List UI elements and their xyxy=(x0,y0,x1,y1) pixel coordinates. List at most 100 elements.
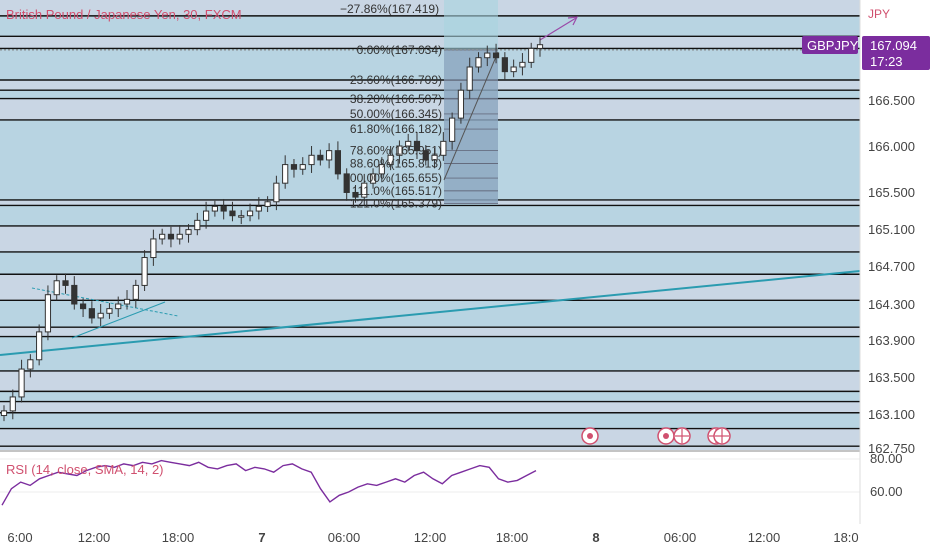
candle-body[interactable] xyxy=(79,303,87,310)
rsi-line[interactable] xyxy=(1,459,537,506)
level-band xyxy=(0,336,860,371)
candle-body[interactable] xyxy=(132,284,139,300)
price-tick-label: 166.000 xyxy=(868,139,915,154)
candle-body[interactable] xyxy=(326,150,333,161)
level-band xyxy=(0,15,860,37)
candle-body[interactable] xyxy=(123,298,131,305)
candle-body[interactable] xyxy=(246,210,254,217)
candle-body[interactable] xyxy=(273,182,280,203)
candle-body[interactable] xyxy=(466,66,473,91)
level-band xyxy=(0,251,860,275)
fib-top-label: −27.86%(167.419) xyxy=(340,2,439,16)
candle-body[interactable] xyxy=(264,201,271,207)
candle-body[interactable] xyxy=(290,164,298,170)
candle-body[interactable] xyxy=(387,154,394,166)
last-price-badge[interactable] xyxy=(862,36,930,70)
candle-body[interactable] xyxy=(528,47,535,63)
price-tick-label: 162.750 xyxy=(868,441,915,456)
candle-body[interactable] xyxy=(141,257,148,286)
candle-body[interactable] xyxy=(510,66,517,73)
candle-body[interactable] xyxy=(27,359,34,370)
candle-body[interactable] xyxy=(9,396,16,412)
candle-body[interactable] xyxy=(202,210,210,221)
candle-body[interactable] xyxy=(62,280,69,286)
time-axis-pane[interactable] xyxy=(0,524,932,550)
fib-label: 111.0%(165.517) xyxy=(352,184,442,198)
symbol-badge[interactable] xyxy=(802,36,858,54)
candle-body[interactable] xyxy=(457,89,465,119)
projection-arrow[interactable] xyxy=(539,17,577,41)
time-axis: 6:00 12:00 18:00 7 06:00 12:00 18:00 8 06:00 12:0… xyxy=(7,530,858,545)
event-markers xyxy=(581,427,731,445)
candle-body[interactable] xyxy=(159,233,166,240)
candle-body[interactable] xyxy=(475,57,482,68)
candle-body[interactable] xyxy=(97,312,104,319)
rsi-tick-label: 80.00 xyxy=(870,451,903,466)
candle-body[interactable] xyxy=(211,205,218,212)
candle-body[interactable] xyxy=(440,140,447,156)
candle-body[interactable] xyxy=(334,150,342,175)
candle-body[interactable] xyxy=(422,150,429,161)
fib-labels: 0.00%(167.034) 23.60%(166.709) 38.20%(166.… xyxy=(343,43,442,211)
candle-body[interactable] xyxy=(185,229,192,235)
price-tick-label: 164.700 xyxy=(868,259,915,274)
price-tick-label: 164.300 xyxy=(868,297,915,312)
candle-body[interactable] xyxy=(492,52,500,59)
candle-body[interactable] xyxy=(44,294,52,333)
candle-body[interactable] xyxy=(519,61,526,68)
candle-body[interactable] xyxy=(484,52,491,59)
candle-body[interactable] xyxy=(106,308,113,314)
candle-body[interactable] xyxy=(150,238,157,259)
candle-body[interactable] xyxy=(255,205,262,212)
candle-body[interactable] xyxy=(536,44,544,49)
event-marker-dot xyxy=(587,433,593,439)
rsi-pane[interactable] xyxy=(0,452,860,524)
candle-body[interactable] xyxy=(176,233,183,240)
candle-body[interactable] xyxy=(352,191,359,198)
candle-body[interactable] xyxy=(53,280,60,296)
candle-body[interactable] xyxy=(308,154,315,166)
fib-label: 88.60%(165.813) xyxy=(350,156,442,170)
price-axis-pane[interactable] xyxy=(860,0,932,524)
level-band xyxy=(0,119,860,200)
candle-body[interactable] xyxy=(343,173,350,193)
candle-body[interactable] xyxy=(88,308,95,319)
candle-body[interactable] xyxy=(194,219,201,231)
candle-body[interactable] xyxy=(71,284,78,305)
candle-body[interactable] xyxy=(282,164,289,184)
fib-label: 121.0%(165.379) xyxy=(350,197,442,211)
level-band xyxy=(0,412,860,429)
candle-body[interactable] xyxy=(299,164,306,170)
candle-body[interactable] xyxy=(501,57,508,73)
price-tick-label: 163.500 xyxy=(868,370,915,385)
trendlines xyxy=(0,16,861,356)
candle-body[interactable] xyxy=(449,117,456,142)
candle-body[interactable] xyxy=(238,215,245,218)
candle-body[interactable] xyxy=(405,140,412,147)
time-tick-label: 06:00 xyxy=(328,530,361,545)
fib-label: 0.00%(167.034) xyxy=(357,43,442,57)
candle-body[interactable] xyxy=(378,164,385,175)
candle-body[interactable] xyxy=(229,210,236,217)
candle-body[interactable] xyxy=(36,331,43,361)
triangle-lower[interactable] xyxy=(71,301,166,339)
candle-body[interactable] xyxy=(167,233,175,240)
candle-body[interactable] xyxy=(115,303,122,310)
time-tick-label: 12:00 xyxy=(78,530,111,545)
level-band xyxy=(0,391,860,402)
candle-body[interactable] xyxy=(413,140,421,152)
candle-body[interactable] xyxy=(431,154,438,161)
candle-body[interactable] xyxy=(220,205,227,212)
candle-body[interactable] xyxy=(0,410,8,417)
candle-body[interactable] xyxy=(396,145,403,156)
time-tick-label: 12:00 xyxy=(748,530,781,545)
fib-label: 38.20%(166.507) xyxy=(350,92,442,106)
candle-body[interactable] xyxy=(18,368,25,398)
price-tick-label: 166.500 xyxy=(868,93,915,108)
candle-body[interactable] xyxy=(369,173,377,184)
candle-body[interactable] xyxy=(317,154,324,161)
long-trendline[interactable] xyxy=(0,270,861,356)
candle-body[interactable] xyxy=(361,182,368,198)
